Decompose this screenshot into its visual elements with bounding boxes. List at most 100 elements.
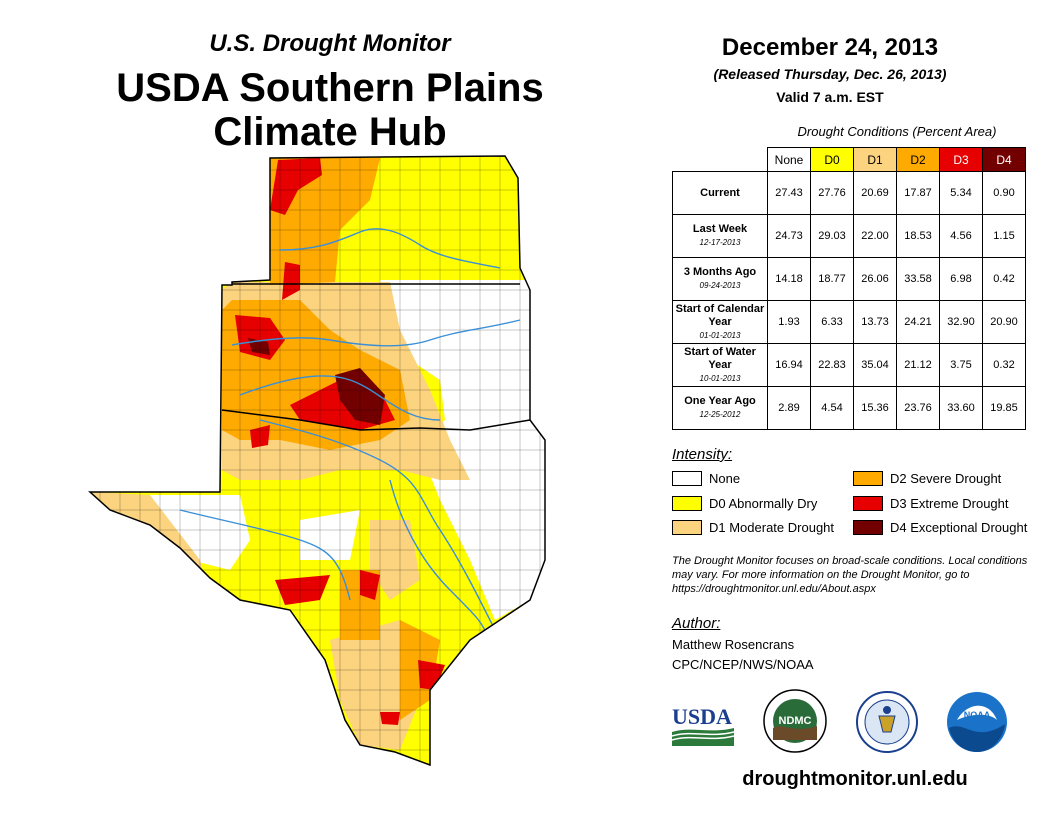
row-date: 10-01-2013 — [699, 373, 741, 383]
table-row: Last Week 12-17-2013 24.73 29.03 22.00 18… — [672, 214, 1026, 258]
row-label: 3 Months Ago 09-24-2013 — [672, 257, 768, 301]
cell-d0: 29.03 — [810, 214, 854, 258]
map-date: December 24, 2013 — [721, 34, 939, 61]
cell-d4: 0.42 — [982, 257, 1026, 301]
table-row: One Year Ago 12-25-2012 2.89 4.54 15.36 2… — [672, 386, 1026, 430]
row-label-text: Start of Water Year — [684, 345, 756, 371]
rivers — [179, 228, 521, 641]
cell-d3: 3.75 — [939, 343, 983, 387]
none-area-central — [300, 510, 360, 560]
usda-logo: USDA — [671, 704, 735, 746]
footer-url: droughtmonitor.unl.edu — [742, 768, 968, 790]
cell-d0: 6.33 — [810, 300, 854, 344]
table-caption: Drought Conditions (Percent Area) — [797, 124, 997, 139]
d3-area-central — [360, 570, 380, 600]
cell-d4: 0.32 — [982, 343, 1026, 387]
svg-text:USDA: USDA — [672, 704, 732, 729]
row-label: One Year Ago 12-25-2012 — [672, 386, 768, 430]
doc-seal-logo — [856, 691, 918, 753]
d3-area-coastal-bend — [418, 660, 445, 690]
drought-map — [88, 155, 546, 767]
cell-d2: 33.58 — [896, 257, 940, 301]
table-row: Current 27.43 27.76 20.69 17.87 5.34 0.9… — [672, 171, 1026, 215]
legend-swatch — [672, 471, 702, 486]
legend-item-none: None — [672, 471, 740, 486]
cell-d3: 5.34 — [939, 171, 983, 215]
legend-swatch — [672, 496, 702, 511]
col-header-d4: D4 — [982, 147, 1026, 172]
legend-swatch — [853, 496, 883, 511]
cell-d3: 32.90 — [939, 300, 983, 344]
cell-d1: 22.00 — [853, 214, 897, 258]
row-label: Start of Water Year 10-01-2013 — [672, 343, 768, 387]
row-date: 01-01-2013 — [699, 330, 741, 340]
legend-label: None — [709, 471, 741, 486]
cell-none: 16.94 — [767, 343, 811, 387]
legend-item-d2: D2 Severe Drought — [853, 471, 1001, 486]
cell-none: 14.18 — [767, 257, 811, 301]
drought-conditions-table: None D0 D1 D2 D3 D4 Current 27.43 27.76 … — [672, 147, 1026, 430]
table-row: Start of Water Year 10-01-2013 16.94 22.8… — [672, 343, 1026, 387]
row-label-text: Start of Calendar Year — [675, 302, 765, 328]
table-row: Start of Calendar Year 01-01-2013 1.93 6.… — [672, 300, 1026, 344]
legend-item-d3: D3 Extreme Drought — [853, 496, 1009, 511]
cell-d0: 4.54 — [810, 386, 854, 430]
title-line-1: USDA Southern Plains — [116, 66, 544, 110]
d1-area-hill — [370, 520, 420, 600]
row-date: 12-17-2013 — [699, 238, 741, 247]
row-label-text: Last Week — [692, 223, 748, 235]
legend-item-d1: D1 Moderate Drought — [672, 520, 834, 535]
cell-none: 1.93 — [767, 300, 811, 344]
row-label: Last Week 12-17-2013 — [672, 214, 768, 258]
d3-area-kansas-nw — [270, 158, 322, 215]
cell-d2: 17.87 — [896, 171, 940, 215]
col-header-d2: D2 — [896, 147, 940, 172]
cell-d0: 22.83 — [810, 343, 854, 387]
row-date: 09-24-2013 — [699, 281, 741, 290]
cell-d1: 26.06 — [853, 257, 897, 301]
legend-label: D2 Severe Drought — [890, 471, 1002, 486]
title-line-2: Climate Hub — [213, 110, 447, 154]
row-label-text: One Year Ago — [684, 395, 756, 407]
legend-item-d4: D4 Exceptional Drought — [853, 520, 1027, 535]
col-header-d3: D3 — [939, 147, 983, 172]
col-header-d0: D0 — [810, 147, 854, 172]
cell-d1: 13.73 — [853, 300, 897, 344]
col-header-d1: D1 — [853, 147, 897, 172]
cell-d2: 18.53 — [896, 214, 940, 258]
cell-d3: 33.60 — [939, 386, 983, 430]
cell-d2: 23.76 — [896, 386, 940, 430]
row-label-text: 3 Months Ago — [683, 266, 757, 278]
cell-d0: 18.77 — [810, 257, 854, 301]
release-date: (Released Thursday, Dec. 26, 2013) — [713, 66, 947, 82]
table-header-row: None D0 D1 D2 D3 D4 — [673, 147, 1026, 172]
cell-d0: 27.76 — [810, 171, 854, 215]
cell-d3: 6.98 — [939, 257, 983, 301]
legend-label: D3 Extreme Drought — [890, 496, 1009, 511]
cell-d1: 20.69 — [853, 171, 897, 215]
legend-item-d0: D0 Abnormally Dry — [672, 496, 817, 511]
author-name: Matthew Rosencrans — [672, 637, 795, 652]
region-outline — [88, 155, 546, 767]
svg-text:NOAA: NOAA — [964, 710, 991, 720]
cell-d1: 15.36 — [853, 386, 897, 430]
table-row: 3 Months Ago 09-24-2013 14.18 18.77 26.06… — [672, 257, 1026, 301]
d3-area-kansas-sw — [282, 262, 300, 300]
legend-title: Intensity: — [672, 446, 733, 463]
disclaimer-note: The Drought Monitor focuses on broad-sca… — [672, 555, 1028, 595]
row-label-text: Current — [700, 186, 740, 199]
d3-area-south — [380, 712, 400, 725]
state-boundaries — [221, 283, 531, 431]
svg-text:NDMC: NDMC — [779, 715, 812, 727]
cell-d2: 24.21 — [896, 300, 940, 344]
map-title: USDA Southern Plains Climate Hub — [60, 66, 600, 154]
cell-d3: 4.56 — [939, 214, 983, 258]
row-label: Current — [672, 171, 768, 215]
legend-swatch — [853, 471, 883, 486]
row-date: 12-25-2012 — [699, 410, 741, 419]
cell-d2: 21.12 — [896, 343, 940, 387]
cell-d4: 19.85 — [982, 386, 1026, 430]
author-org: CPC/NCEP/NWS/NOAA — [672, 657, 814, 672]
valid-time: Valid 7 a.m. EST — [776, 89, 884, 105]
cell-none: 27.43 — [767, 171, 811, 215]
